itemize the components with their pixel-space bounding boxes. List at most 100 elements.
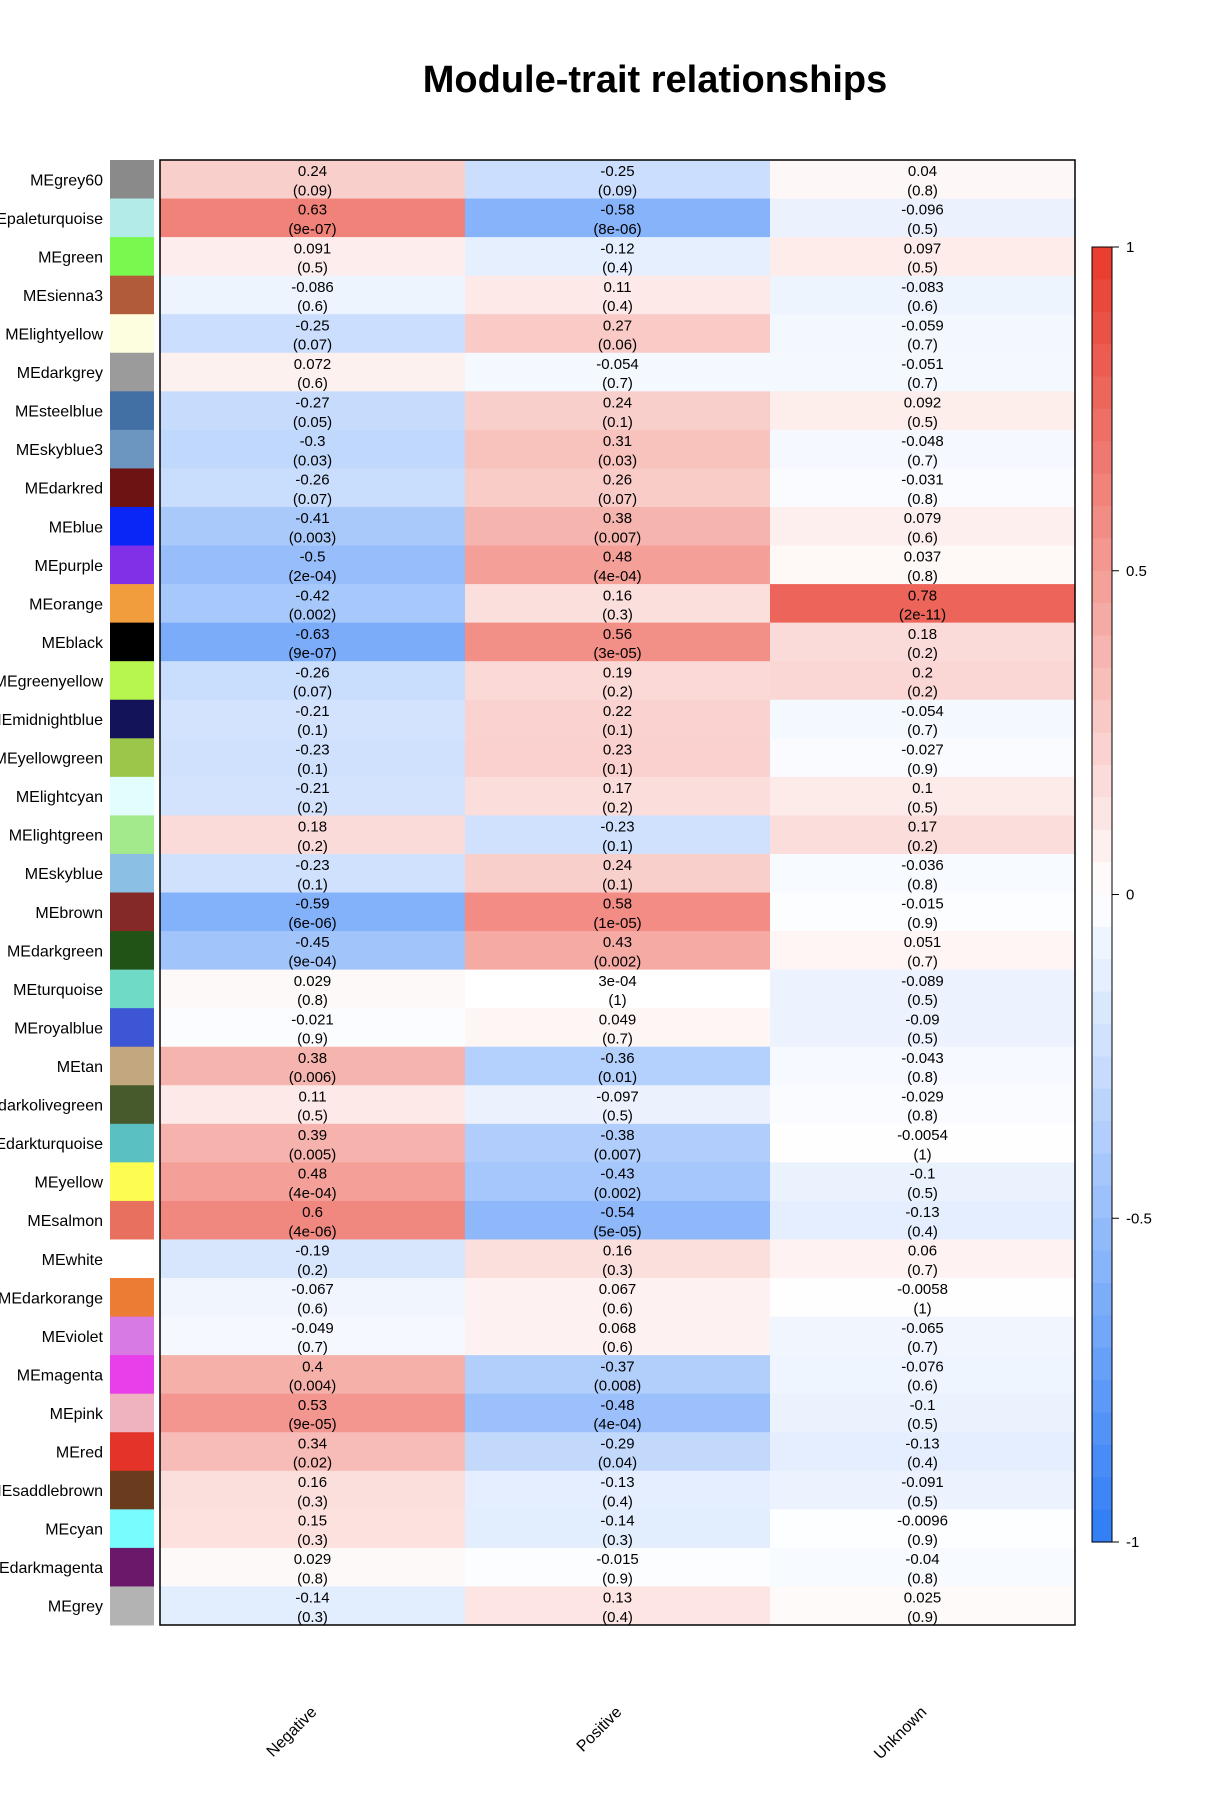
cell-correlation: 0.34 <box>298 1435 327 1452</box>
cell-pvalue: (0.008) <box>594 1378 642 1395</box>
cell-pvalue: (0.1) <box>602 838 633 855</box>
heatmap-cell <box>465 1586 771 1626</box>
cell-pvalue: (0.1) <box>297 761 328 778</box>
cell-pvalue: (0.07) <box>293 491 332 508</box>
module-swatch <box>110 352 154 392</box>
cell-pvalue: (0.7) <box>907 954 938 971</box>
cell-correlation: -0.067 <box>291 1281 334 1298</box>
module-swatch <box>110 853 154 893</box>
colorbar-segment <box>1092 959 1112 993</box>
heatmap-border <box>159 159 1076 1626</box>
cell-pvalue: (0.9) <box>907 1609 938 1626</box>
cell-correlation: 0.53 <box>298 1397 327 1414</box>
colorbar-segment <box>1092 635 1112 669</box>
row-label: MEpurple <box>35 558 104 575</box>
heatmap-cell <box>770 1355 1076 1395</box>
heatmap-cell <box>770 738 1076 778</box>
heatmap-cell <box>160 892 466 932</box>
cell-pvalue: (0.4) <box>602 1493 633 1510</box>
cell-correlation: -0.04 <box>905 1551 939 1568</box>
cell-pvalue: (4e-04) <box>288 1185 336 1202</box>
cell-correlation: 0.18 <box>298 819 327 836</box>
heatmap-cell <box>160 815 466 855</box>
cell-correlation: -0.09 <box>905 1011 939 1028</box>
colorbar-segment <box>1092 991 1112 1025</box>
heatmap-cell <box>160 931 466 971</box>
heatmap-cell <box>160 1586 466 1626</box>
cell-pvalue: (0.6) <box>907 529 938 546</box>
colorbar-segment <box>1092 700 1112 734</box>
cell-pvalue: (0.07) <box>293 337 332 354</box>
cell-pvalue: (0.003) <box>289 529 337 546</box>
cell-correlation: 0.06 <box>908 1243 937 1260</box>
colorbar-segment <box>1092 279 1112 313</box>
cell-pvalue: (4e-04) <box>593 568 641 585</box>
cell-correlation: -0.031 <box>901 472 944 489</box>
heatmap-cell <box>770 1393 1076 1433</box>
cell-pvalue: (0.007) <box>594 1146 642 1163</box>
cell-correlation: -0.054 <box>901 703 944 720</box>
module-swatch <box>110 661 154 701</box>
colorbar-segment <box>1092 667 1112 701</box>
colorbar-segment <box>1092 1283 1112 1316</box>
heatmap-cell <box>465 314 771 354</box>
heatmap-cell <box>770 892 1076 932</box>
cell-correlation: -0.0054 <box>897 1127 948 1144</box>
row-label: MEgreenyellow <box>0 673 103 690</box>
row-label: MEturquoise <box>13 982 103 999</box>
cell-pvalue: (0.1) <box>297 876 328 893</box>
cell-correlation: -0.051 <box>901 356 944 373</box>
heatmap-cell <box>160 1278 466 1318</box>
cell-pvalue: (0.6) <box>602 1300 633 1317</box>
heatmap-cell <box>160 776 466 816</box>
row-label: MEwhite <box>42 1252 103 1269</box>
cell-pvalue: (0.5) <box>907 221 938 238</box>
heatmap-cell <box>770 1239 1076 1279</box>
cell-pvalue: (0.05) <box>293 414 332 431</box>
cell-correlation: -0.043 <box>901 1050 944 1067</box>
cell-correlation: -0.5 <box>300 549 326 566</box>
colorbar-segment <box>1092 538 1112 572</box>
cell-correlation: 0.1 <box>912 780 933 797</box>
cell-correlation: -0.089 <box>901 973 944 990</box>
cell-correlation: -0.13 <box>905 1204 939 1221</box>
heatmap-cell <box>465 815 771 855</box>
heatmap-cell <box>465 237 771 277</box>
colorbar-segment <box>1092 473 1112 507</box>
cell-pvalue: (0.8) <box>297 992 328 1009</box>
cell-pvalue: (0.5) <box>907 414 938 431</box>
cell-correlation: -0.21 <box>295 780 329 797</box>
module-swatch <box>110 699 154 739</box>
cell-pvalue: (9e-07) <box>288 645 336 662</box>
row-label: MEviolet <box>42 1329 104 1346</box>
cell-correlation: -0.021 <box>291 1011 334 1028</box>
cell-pvalue: (0.3) <box>602 607 633 624</box>
cell-pvalue: (1) <box>913 1146 931 1163</box>
module-swatch <box>110 1586 154 1626</box>
cell-correlation: 0.17 <box>603 780 632 797</box>
colorbar-segment <box>1092 1315 1112 1349</box>
row-label: MEred <box>56 1445 103 1462</box>
cell-pvalue: (0.7) <box>907 1339 938 1356</box>
cell-pvalue: (0.5) <box>297 260 328 277</box>
heatmap-cell <box>465 661 771 701</box>
row-label: MEdarkred <box>25 481 103 498</box>
heatmap-cells <box>160 160 1076 1626</box>
heatmap-cell <box>770 815 1076 855</box>
cell-pvalue: (0.006) <box>289 1069 337 1086</box>
cell-correlation: -0.25 <box>295 317 329 334</box>
cell-pvalue: (0.6) <box>297 298 328 315</box>
cell-correlation: 0.17 <box>908 819 937 836</box>
cell-correlation: 0.24 <box>603 395 632 412</box>
row-label: MEdarkgrey <box>17 365 103 382</box>
cell-correlation: -0.086 <box>291 279 334 296</box>
heatmap-cell <box>465 1162 771 1202</box>
heatmap-cell <box>465 584 771 624</box>
colorbar-segment <box>1092 1250 1112 1284</box>
cell-pvalue: (3e-05) <box>593 645 641 662</box>
module-swatch <box>110 314 154 354</box>
cell-correlation: -0.12 <box>600 240 634 257</box>
cell-pvalue: (0.6) <box>297 1300 328 1317</box>
heatmap-cell <box>160 314 466 354</box>
row-label: MEskyblue3 <box>16 442 103 459</box>
